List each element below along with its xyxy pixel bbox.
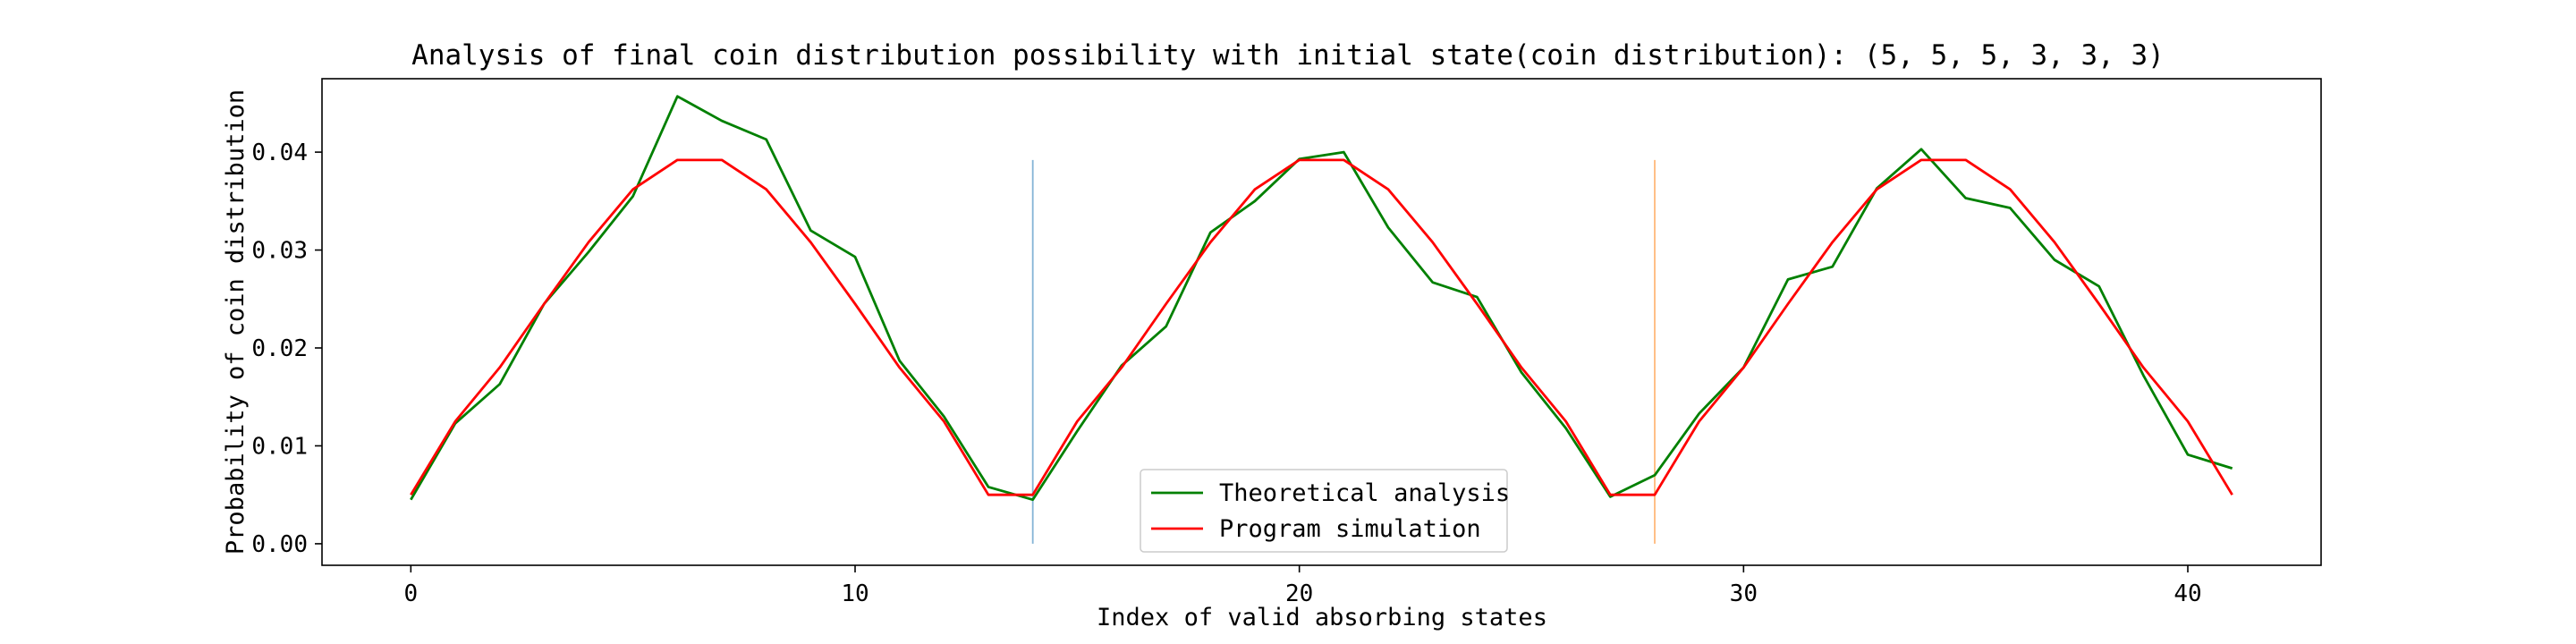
series-line-2 xyxy=(410,158,2233,496)
x-tick-label: 10 xyxy=(841,580,869,607)
legend: Theoretical analysis Program simulation xyxy=(1140,469,1510,553)
x-axis-label: Index of valid absorbing states xyxy=(1097,604,1547,631)
x-tick-label: 40 xyxy=(2174,580,2201,607)
x-tick-label: 0 xyxy=(404,580,419,607)
series-lines xyxy=(410,95,2233,502)
y-tick-label: 0.04 xyxy=(251,140,308,166)
plot-area xyxy=(321,78,2322,566)
legend-label-1: Theoretical analysis xyxy=(1219,479,1510,507)
y-tick-label: 0.00 xyxy=(251,531,308,558)
series-line-1 xyxy=(410,95,2233,502)
y-axis-label: Probability of coin distribution xyxy=(222,89,250,555)
separator-lines xyxy=(1031,159,1656,544)
y-axis-ticks: 0.00 0.01 0.02 0.03 0.04 xyxy=(251,140,322,558)
y-tick-label: 0.02 xyxy=(251,335,308,362)
x-axis-ticks: 0 10 20 30 40 xyxy=(404,565,2202,607)
y-tick-label: 0.03 xyxy=(251,238,308,265)
x-tick-label: 20 xyxy=(1285,580,1313,607)
legend-label-2: Program simulation xyxy=(1219,515,1481,543)
x-tick-label: 30 xyxy=(1730,580,1758,607)
y-tick-label: 0.01 xyxy=(251,433,308,460)
chart-title: Analysis of final coin distribution poss… xyxy=(411,39,2165,72)
legend-box xyxy=(1140,469,1508,553)
